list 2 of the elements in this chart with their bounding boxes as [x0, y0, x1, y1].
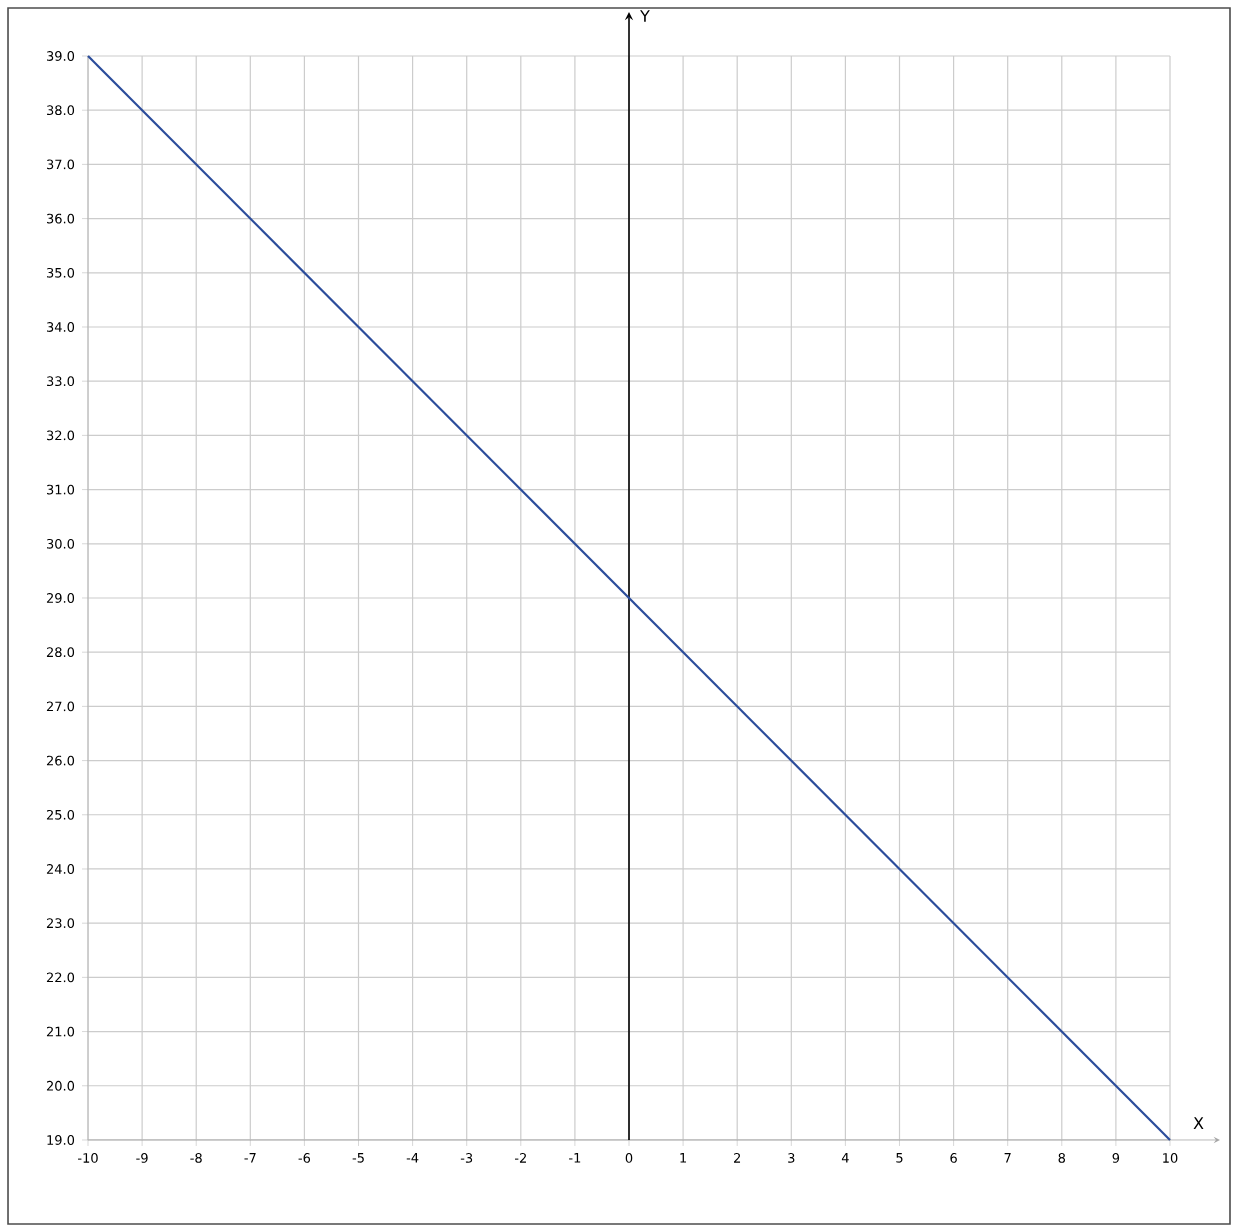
y-axis-title: Y [640, 10, 650, 22]
x-axis-title: X [1193, 1117, 1204, 1129]
